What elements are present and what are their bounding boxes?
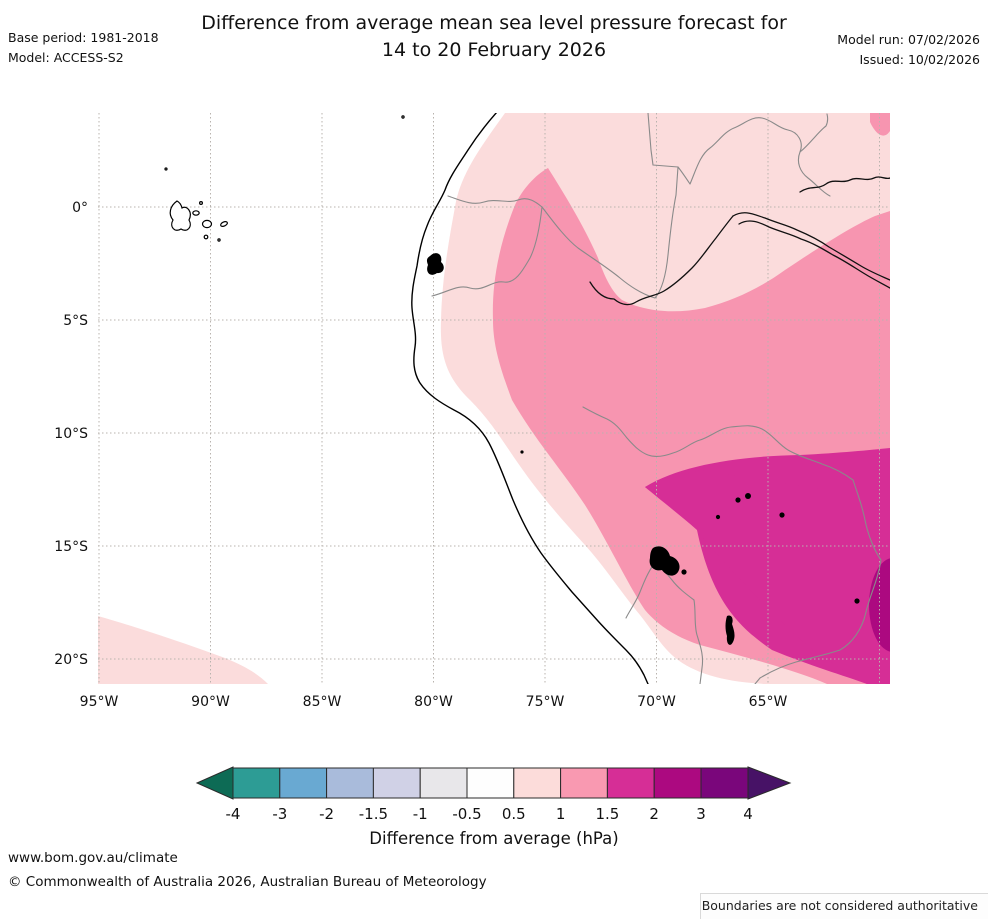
svg-text:2: 2: [649, 805, 659, 823]
colorbar-title: Difference from average (hPa): [369, 829, 618, 848]
lakes: [520, 450, 860, 645]
svg-text:1: 1: [556, 805, 566, 823]
svg-text:0.5: 0.5: [502, 805, 526, 823]
title-line-1: Difference from average mean sea level p…: [201, 12, 787, 34]
svg-text:3: 3: [696, 805, 706, 823]
colorbar-cell-5: [466, 767, 515, 799]
base-period-label: Base period: 1981-2018: [8, 30, 159, 45]
coastline: [411, 113, 649, 684]
colorbar: -4 -3 -2 -1.5 -1 -0.5 0.5 1 1.5 2 3 4 Di…: [195, 766, 792, 848]
guayaquil-gulf: [426, 253, 444, 275]
x-tick-75w: 75°W: [526, 694, 565, 710]
colorbar-cell-0: [232, 767, 281, 799]
contour-region-2-3: [869, 558, 890, 652]
colorbar-cell-8: [606, 767, 655, 799]
y-tick-20s: 20°S: [54, 652, 88, 668]
y-axis-labels: 0° 5°S 10°S 15°S 20°S: [54, 200, 88, 668]
boundaries-disclaimer: Boundaries are not considered authoritat…: [700, 893, 988, 919]
y-tick-15s: 15°S: [54, 539, 88, 555]
svg-text:-1: -1: [413, 805, 428, 823]
run-info: Model run: 07/02/2026 Issued: 10/02/2026: [837, 30, 980, 70]
svg-text:4: 4: [743, 805, 753, 823]
colorbar-arrow-left: [195, 766, 234, 800]
model-label: Model: ACCESS-S2: [8, 50, 124, 65]
colorbar-cell-3: [372, 767, 421, 799]
y-tick-0: 0°: [72, 200, 88, 216]
y-tick-5s: 5°S: [63, 313, 88, 329]
bom-url: www.bom.gov.au/climate: [8, 850, 178, 866]
galapagos-islands: [164, 115, 405, 242]
rivers: [589, 176, 890, 306]
issued-label: Issued: 10/02/2026: [859, 52, 981, 67]
colorbar-cell-6: [513, 767, 562, 799]
colorbar-cell-1: [279, 767, 328, 799]
model-run-label: Model run: 07/02/2026: [837, 32, 980, 47]
page-title: Difference from average mean sea level p…: [0, 10, 988, 64]
model-info: Base period: 1981-2018 Model: ACCESS-S2: [8, 28, 159, 68]
copyright-notice: © Commonwealth of Australia 2026, Austra…: [8, 874, 487, 890]
contour-region-1-1p5-ne: [870, 113, 890, 136]
grid-lines: [98, 113, 890, 684]
svg-text:1.5: 1.5: [595, 805, 619, 823]
x-tick-70w: 70°W: [637, 694, 676, 710]
x-axis-labels: 95°W 90°W 85°W 80°W 75°W 70°W 65°W: [80, 694, 788, 710]
y-tick-10s: 10°S: [54, 426, 88, 442]
lake-titicaca: [649, 546, 680, 576]
colorbar-cell-4: [419, 767, 468, 799]
svg-text:-2: -2: [319, 805, 334, 823]
svg-text:-4: -4: [226, 805, 241, 823]
title-line-2: 14 to 20 February 2026: [381, 39, 607, 61]
colorbar-cell-7: [560, 767, 608, 799]
x-tick-95w: 95°W: [80, 694, 119, 710]
colorbar-tick-labels: -4 -3 -2 -1.5 -1 -0.5 0.5 1 1.5 2 3 4: [226, 805, 753, 823]
lake-poopo: [725, 615, 735, 645]
svg-text:-1.5: -1.5: [359, 805, 388, 823]
svg-text:-3: -3: [272, 805, 287, 823]
country-borders: [431, 113, 882, 684]
colorbar-cell-10: [700, 767, 749, 799]
legend: -4 -3 -2 -1.5 -1 -0.5 0.5 1 1.5 2 3 4 Di…: [0, 755, 988, 854]
svg-text:-0.5: -0.5: [452, 805, 481, 823]
x-tick-85w: 85°W: [303, 694, 342, 710]
x-tick-80w: 80°W: [414, 694, 453, 710]
colorbar-cell-9: [653, 767, 702, 799]
x-tick-90w: 90°W: [191, 694, 230, 710]
colorbar-arrow-right: [747, 766, 792, 800]
x-tick-65w: 65°W: [749, 694, 788, 710]
pressure-anomaly-map: 0° 5°S 10°S 15°S 20°S 95°W 90°W 85°W 80°…: [54, 113, 890, 710]
colorbar-cell-2: [326, 767, 374, 799]
contour-region-0p5-1-sw: [98, 616, 268, 684]
